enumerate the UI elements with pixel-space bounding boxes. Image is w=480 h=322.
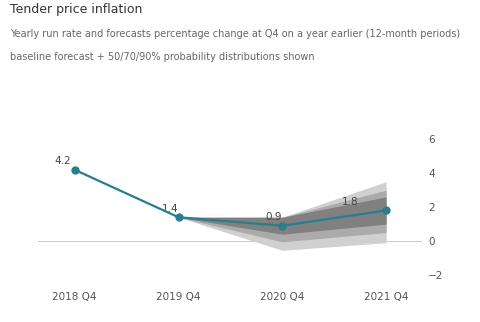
Text: Tender price inflation: Tender price inflation — [10, 3, 142, 16]
Text: 0.9: 0.9 — [266, 212, 282, 222]
Text: 4.2: 4.2 — [54, 156, 71, 166]
Text: Yearly run rate and forecasts percentage change at Q4 on a year earlier (12-mont: Yearly run rate and forecasts percentage… — [10, 29, 460, 39]
Text: 1.8: 1.8 — [341, 197, 358, 207]
Text: 1.4: 1.4 — [162, 204, 179, 213]
Text: baseline forecast + 50/70/90% probability distributions shown: baseline forecast + 50/70/90% probabilit… — [10, 52, 314, 62]
